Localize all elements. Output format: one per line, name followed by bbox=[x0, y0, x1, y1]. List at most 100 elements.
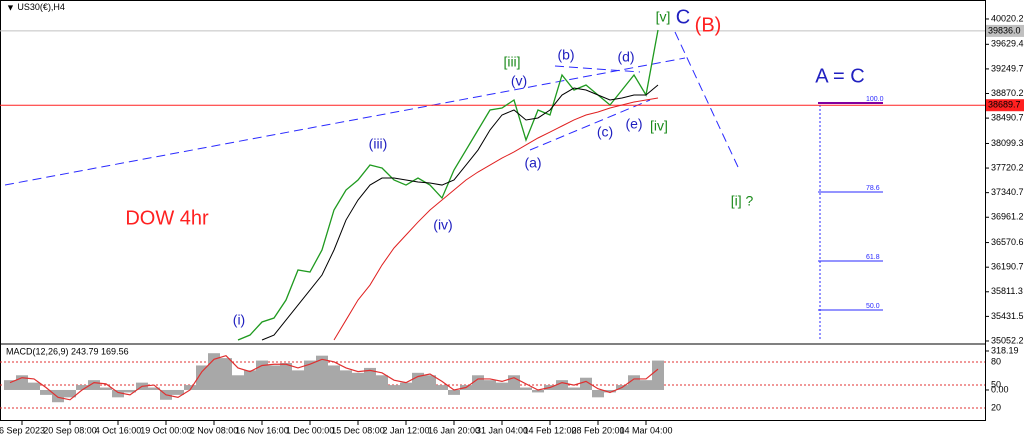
x-tick-label: 14 Feb 12:00 bbox=[523, 425, 576, 435]
price-label-box bbox=[986, 99, 1024, 112]
macd-bar bbox=[196, 365, 208, 390]
macd-bar bbox=[640, 380, 652, 390]
level-label: 20 bbox=[991, 402, 1001, 412]
level-label: 80 bbox=[991, 356, 1001, 366]
wave-label: DOW 4hr bbox=[125, 207, 209, 229]
x-tick-label: 16 Jan 20:00 bbox=[428, 425, 480, 435]
macd-bar bbox=[40, 389, 52, 395]
macd-bar bbox=[124, 389, 136, 393]
macd-bar bbox=[244, 370, 256, 390]
macd-bar bbox=[52, 389, 64, 403]
wave-label: A = C bbox=[815, 65, 864, 87]
macd-bar bbox=[424, 375, 436, 390]
wave-label: [iv] bbox=[650, 118, 668, 134]
macd-bar bbox=[148, 387, 160, 390]
macd-bar bbox=[568, 387, 580, 390]
wave-label: [i] ? bbox=[731, 193, 754, 209]
frame bbox=[0, 0, 986, 421]
wave-label: [iii] bbox=[503, 54, 520, 70]
macd-bar bbox=[436, 385, 448, 390]
x-tick-label: 2 Jan 12:00 bbox=[382, 425, 429, 435]
fib-label: 50.0 bbox=[866, 303, 880, 310]
y-tick-label: 37340.7 bbox=[991, 187, 1024, 197]
wave-label: (a) bbox=[524, 155, 541, 171]
macd-bar bbox=[64, 389, 76, 398]
fib-label: 78.6 bbox=[866, 185, 880, 192]
wave-label: [v] bbox=[656, 9, 671, 25]
y-tick-label: 39249.7 bbox=[991, 63, 1024, 73]
macd-bar bbox=[556, 380, 568, 390]
fib-label: 100.0 bbox=[866, 96, 884, 103]
y-tick-label: 35431.5 bbox=[991, 311, 1024, 321]
macd-bar bbox=[376, 375, 388, 390]
y-tick-label: 38490.7 bbox=[991, 112, 1024, 122]
x-tick-label: 20 Sep 08:00 bbox=[43, 425, 97, 435]
y-tick-label: 38099.3 bbox=[991, 138, 1024, 148]
macd-bar bbox=[184, 385, 196, 390]
wave-label: (d) bbox=[617, 49, 634, 65]
macd-bar bbox=[412, 372, 424, 390]
macd-bar bbox=[88, 380, 100, 390]
macd-bar bbox=[340, 370, 352, 390]
macd-bar bbox=[388, 385, 400, 390]
macd-bar bbox=[76, 385, 88, 390]
y-tick-label: 39629.4 bbox=[991, 39, 1024, 49]
wave-label: (e) bbox=[625, 116, 642, 132]
x-tick-label: 1 Dec 00:00 bbox=[286, 425, 335, 435]
x-tick-label: 4 Oct 16:00 bbox=[95, 425, 142, 435]
macd-bar bbox=[232, 375, 244, 390]
wave-label: C bbox=[676, 6, 690, 28]
macd-bar bbox=[592, 389, 604, 398]
y-tick-label: 36570.6 bbox=[991, 237, 1024, 247]
wave-label: (b) bbox=[557, 47, 574, 63]
x-tick-label: 15 Dec 08:00 bbox=[331, 425, 385, 435]
series-line bbox=[237, 29, 659, 341]
wave-label: (v) bbox=[511, 73, 527, 89]
macd-bar bbox=[484, 380, 496, 390]
macd-bar bbox=[652, 360, 664, 390]
macd-bar bbox=[220, 358, 232, 390]
wave-label: (B) bbox=[695, 14, 722, 36]
macd-bar bbox=[28, 382, 40, 390]
macd-bar bbox=[532, 389, 544, 393]
x-tick-label: 28 Feb 20:00 bbox=[571, 425, 624, 435]
macd-bar bbox=[112, 389, 124, 398]
price-label: 38689.7 bbox=[988, 100, 1021, 110]
macd-bar bbox=[604, 389, 616, 393]
macd-bar bbox=[580, 377, 592, 390]
trend-lines bbox=[4, 31, 739, 186]
chart-title: ▼ US30(€),H4 bbox=[6, 2, 65, 12]
macd-bar bbox=[328, 365, 340, 390]
macd-bar bbox=[304, 360, 316, 390]
macd-bar bbox=[352, 372, 364, 390]
wave-label: (iii) bbox=[369, 136, 388, 152]
price-label-box bbox=[986, 24, 1024, 37]
macd-bar bbox=[268, 365, 280, 390]
x-tick-label: 19 Oct 00:00 bbox=[140, 425, 192, 435]
y-tick-label: 0.00 bbox=[991, 384, 1009, 394]
macd-bar bbox=[448, 389, 460, 395]
x-tick-label: 16 Nov 16:00 bbox=[235, 425, 289, 435]
x-tick-label: 31 Jan 04:00 bbox=[476, 425, 528, 435]
macd-title: MACD(12,26,9) 243.79 169.56 bbox=[6, 346, 129, 356]
y-tick-label: 40020.2 bbox=[991, 13, 1024, 23]
fib-label: 61.8 bbox=[866, 254, 880, 261]
wave-label: (c) bbox=[597, 124, 613, 140]
series-line bbox=[333, 97, 659, 341]
series-line bbox=[261, 84, 659, 341]
series-line bbox=[9, 354, 659, 401]
y-tick-label: 36961.2 bbox=[991, 212, 1024, 222]
macd-bar bbox=[400, 382, 412, 390]
macd-bar bbox=[292, 370, 304, 390]
y-tick-label: 38870.2 bbox=[991, 88, 1024, 98]
wave-label: (iv) bbox=[433, 217, 452, 233]
macd-bar bbox=[172, 389, 184, 395]
y-tick-label: 37720.2 bbox=[991, 162, 1024, 172]
macd-bar bbox=[100, 387, 112, 390]
y-tick-label: 36190.7 bbox=[991, 262, 1024, 272]
y-tick-label: 35052.2 bbox=[991, 335, 1024, 345]
macd-bar bbox=[364, 367, 376, 390]
level-label: 50 bbox=[991, 379, 1001, 389]
macd-bar bbox=[4, 380, 16, 390]
